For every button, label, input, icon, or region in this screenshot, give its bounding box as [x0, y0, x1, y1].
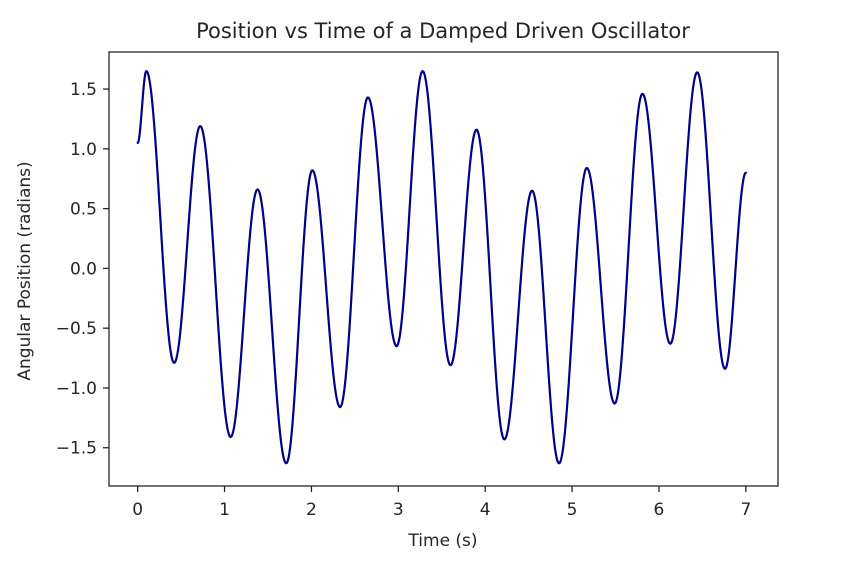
series-line-0	[136, 70, 747, 465]
x-tick-label: 0	[132, 500, 143, 520]
x-tick-label: 5	[567, 500, 578, 520]
y-tick-label: 1.5	[70, 80, 97, 100]
x-tick-label: 1	[219, 500, 230, 520]
y-tick-label: −0.5	[56, 319, 97, 339]
y-tick-label: 0.0	[70, 259, 97, 279]
x-tick-label: 2	[306, 500, 317, 520]
x-axis-label: Time (s)	[407, 531, 477, 551]
x-tick-label: 7	[740, 500, 751, 520]
plot-layer: 0 1 2 3 4 5 6 7 −1.5 −1.0 −0.5 0.0 0.5 1.0 1.5	[56, 51, 779, 520]
x-tick-label: 4	[480, 500, 491, 520]
y-tick-label: −1.0	[56, 379, 97, 399]
plot-frame	[108, 51, 779, 487]
x-tick-label: 6	[654, 500, 665, 520]
chart-title: Position vs Time of a Damped Driven Osci…	[196, 19, 690, 43]
x-tick-label: 3	[393, 500, 404, 520]
y-axis-label: Angular Position (radians)	[15, 161, 35, 380]
y-tick-label: 0.5	[70, 200, 97, 220]
y-tick-label: 1.0	[70, 140, 97, 160]
y-tick-label: −1.5	[56, 439, 97, 459]
